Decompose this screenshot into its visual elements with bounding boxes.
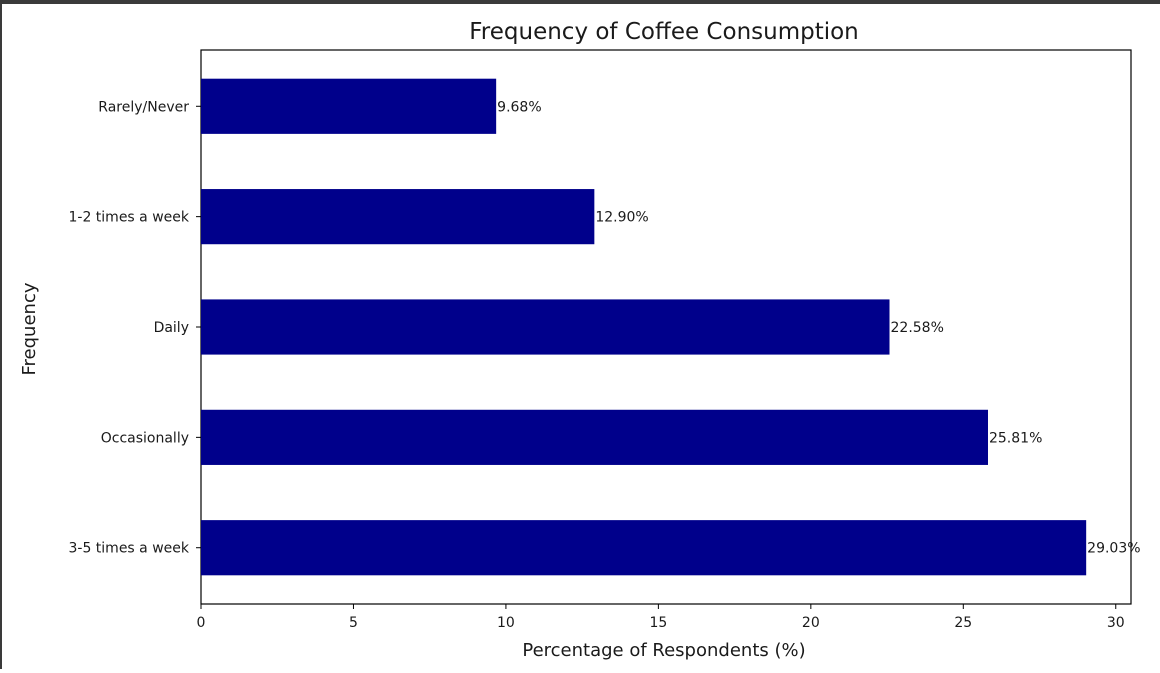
x-axis-ticks: 0 5 10 15 20 25 30 xyxy=(197,604,1125,631)
bar-2 xyxy=(201,299,890,355)
data-label: 22.58% xyxy=(891,320,944,336)
y-tick-label: Occasionally xyxy=(101,430,189,446)
bar-1 xyxy=(201,189,595,245)
data-label: 9.68% xyxy=(497,99,541,115)
x-tick-label: 10 xyxy=(497,615,515,631)
y-tick-label: 1-2 times a week xyxy=(68,210,189,226)
data-label: 29.03% xyxy=(1087,541,1140,557)
chart-title: Frequency of Coffee Consumption xyxy=(469,19,859,45)
y-tick-label: 3-5 times a week xyxy=(68,541,189,557)
y-axis-title: Frequency xyxy=(19,282,40,375)
x-tick-label: 15 xyxy=(649,615,667,631)
bars-group xyxy=(201,78,1087,576)
data-label: 12.90% xyxy=(595,210,648,226)
y-tick-label: Daily xyxy=(154,320,189,336)
x-tick-label: 5 xyxy=(349,615,358,631)
bar-3 xyxy=(201,409,988,465)
x-axis-title: Percentage of Respondents (%) xyxy=(522,640,805,661)
x-tick-label: 30 xyxy=(1107,615,1125,631)
data-labels-group: 9.68% 12.90% 22.58% 25.81% 29.03% xyxy=(497,99,1140,556)
x-tick-label: 20 xyxy=(802,615,820,631)
x-tick-label: 0 xyxy=(197,615,206,631)
y-tick-label: Rarely/Never xyxy=(98,99,189,115)
bar-0 xyxy=(201,78,497,134)
bar-4 xyxy=(201,520,1087,576)
data-label: 25.81% xyxy=(989,430,1042,446)
x-tick-label: 25 xyxy=(954,615,972,631)
y-axis-ticks: Rarely/Never 1-2 times a week Daily Occasio… xyxy=(68,99,201,557)
bar-chart: Frequency of Coffee Consumption Rarely/N… xyxy=(19,19,1141,661)
